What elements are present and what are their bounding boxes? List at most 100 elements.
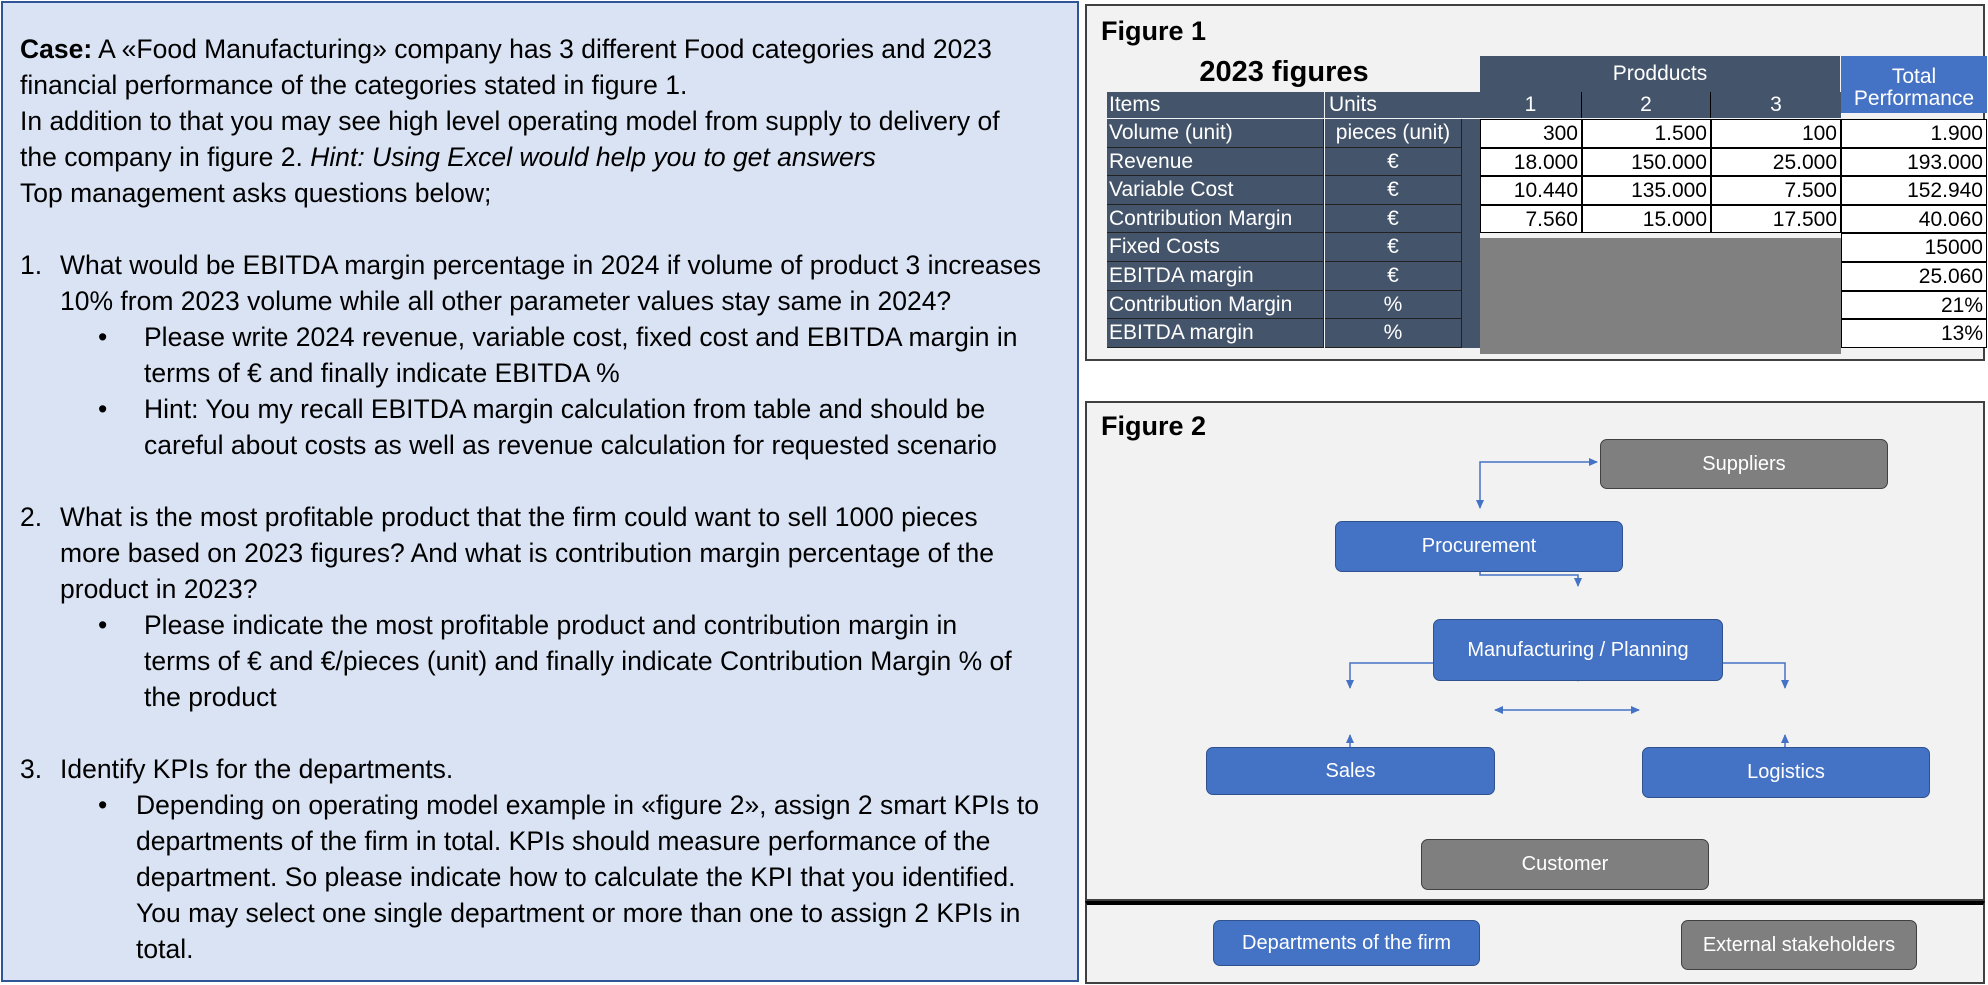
- cell-p1: 7.560: [1480, 204, 1582, 234]
- question-2-bullet-1: • Please indicate the most profitable pr…: [20, 607, 1070, 715]
- row-gap: [1462, 147, 1480, 177]
- case-line-2: financial performance of the categories …: [20, 70, 688, 100]
- cell-total: 1.900: [1841, 119, 1987, 148]
- question-line: Identify KPIs for the departments.: [60, 754, 454, 784]
- question-line: What would be EBITDA margin percentage i…: [60, 250, 1042, 280]
- figure-1-title: Figure 1: [1101, 16, 1207, 46]
- row-gap: [1462, 319, 1480, 348]
- cell-unit: €: [1325, 233, 1462, 262]
- bullet-line: the product: [144, 682, 277, 712]
- manufacturing-planning-node: Manufacturing / Planning: [1433, 619, 1723, 681]
- row-gap: [1462, 233, 1480, 262]
- cell-item: Revenue: [1107, 147, 1324, 177]
- suppliers-node: Suppliers: [1600, 439, 1888, 489]
- cell-unit: €: [1325, 176, 1462, 205]
- question-number: 2.: [20, 502, 43, 532]
- cell-item: EBITDA margin: [1107, 319, 1324, 348]
- row-gap: [1462, 176, 1480, 205]
- case-line-5: Top management asks questions below;: [20, 178, 492, 208]
- question-number: 3.: [20, 754, 43, 784]
- cell-item: Contribution Margin: [1107, 204, 1324, 234]
- question-1: 1. What would be EBITDA margin percentag…: [20, 247, 1070, 319]
- bullet-line: total.: [136, 934, 194, 964]
- cell-p3: 7.500: [1711, 176, 1841, 205]
- cell-unit: €: [1325, 204, 1462, 234]
- bullet-line: You may select one single department or …: [136, 898, 1021, 928]
- bullet-icon: •: [98, 322, 108, 352]
- col-units-header: Units: [1325, 92, 1462, 118]
- cell-p1: 10.440: [1480, 176, 1582, 205]
- row-gap: [1462, 204, 1480, 234]
- figure-2-box: Figure 2 Suppliers Procurement Manufactu…: [1085, 401, 1985, 901]
- cell-total: 193.000: [1841, 147, 1987, 177]
- question-1-bullet-2: • Hint: You my recall EBITDA margin calc…: [20, 391, 1070, 463]
- total-header-line-1: Total: [1841, 56, 1987, 88]
- case-line-4: the company in figure 2. Hint: Using Exc…: [20, 139, 1070, 175]
- col-product-2-header: 2: [1582, 92, 1711, 118]
- question-1-bullet-1: • Please write 2024 revenue, variable co…: [20, 319, 1070, 391]
- row-gap: [1462, 119, 1480, 148]
- question-line: product in 2023?: [60, 574, 258, 604]
- cell-p3: 17.500: [1711, 204, 1841, 234]
- empty-product-block: [1480, 238, 1841, 354]
- bullet-icon: •: [98, 394, 108, 424]
- cell-unit: €: [1325, 262, 1462, 291]
- cell-total: 21%: [1841, 290, 1987, 320]
- cell-unit: %: [1325, 319, 1462, 348]
- connector-procurement-suppliers: [1476, 458, 1598, 509]
- col-product-3-header: 3: [1711, 92, 1841, 118]
- col-items-header: Items: [1107, 92, 1324, 118]
- bullet-line: Please write 2024 revenue, variable cost…: [144, 322, 1018, 352]
- row-gap: [1462, 262, 1480, 291]
- cell-item: EBITDA margin: [1107, 262, 1324, 291]
- financial-table: 2023 figures Prodducts Total Performance…: [1107, 54, 1987, 356]
- cell-p2: 1.500: [1582, 119, 1711, 148]
- question-line: more based on 2023 figures? And what is …: [60, 538, 994, 568]
- table-title: 2023 figures: [1199, 56, 1369, 88]
- cell-unit: %: [1325, 290, 1462, 320]
- figure-2-title: Figure 2: [1101, 411, 1207, 441]
- bullet-line: Please indicate the most profitable prod…: [144, 610, 958, 640]
- case-line-3: In addition to that you may see high lev…: [20, 106, 1000, 136]
- bullet-icon: •: [98, 610, 108, 640]
- sales-node: Sales: [1206, 747, 1495, 795]
- question-2: 2. What is the most profitable product t…: [20, 499, 1070, 607]
- question-3: 3. Identify KPIs for the departments.: [20, 751, 1070, 787]
- excel-hint: Hint: Using Excel would help you to get …: [310, 142, 876, 172]
- cell-total: 15000: [1841, 233, 1987, 262]
- question-line: What is the most profitable product that…: [60, 502, 978, 532]
- bullet-icon: •: [98, 790, 108, 820]
- question-3-bullet-1: • Depending on operating model example i…: [20, 787, 1070, 967]
- bullet-line: Hint: You my recall EBITDA margin calcul…: [144, 394, 986, 424]
- cell-item: Fixed Costs: [1107, 233, 1324, 262]
- case-label: Case:: [20, 34, 93, 64]
- bullet-line: departments of the firm in total. KPIs s…: [136, 826, 991, 856]
- cell-item: Variable Cost: [1107, 176, 1324, 205]
- procurement-node: Procurement: [1335, 521, 1623, 572]
- case-text: Case: A «Food Manufacturing» company has…: [20, 31, 1070, 967]
- bullet-line: department. So please indicate how to ca…: [136, 862, 1016, 892]
- legend-external: External stakeholders: [1681, 920, 1917, 970]
- cell-total: 40.060: [1841, 204, 1987, 234]
- cell-p3: 25.000: [1711, 147, 1841, 177]
- cell-p2: 15.000: [1582, 204, 1711, 234]
- cell-total: 152.940: [1841, 176, 1987, 205]
- bullet-line: careful about costs as well as revenue c…: [144, 430, 997, 460]
- cell-item: Volume (unit): [1107, 119, 1324, 148]
- case-panel: Case: A «Food Manufacturing» company has…: [1, 1, 1079, 982]
- cell-p2: 150.000: [1582, 147, 1711, 177]
- bullet-line: terms of € and finally indicate EBITDA %: [144, 358, 620, 388]
- cell-p3: 100: [1711, 119, 1841, 148]
- row-gap: [1462, 290, 1480, 320]
- figure-1-box: Figure 1 2023 figures Prodducts Total Pe…: [1085, 4, 1987, 361]
- cell-total: 13%: [1841, 319, 1987, 348]
- customer-node: Customer: [1421, 839, 1709, 890]
- cell-p2: 135.000: [1582, 176, 1711, 205]
- cell-total: 25.060: [1841, 262, 1987, 291]
- header-gap: [1462, 92, 1480, 118]
- case-intro: Case: A «Food Manufacturing» company has…: [20, 31, 1070, 67]
- total-header-line-2: Performance: [1841, 86, 1987, 113]
- legend-box: Departments of the firm External stakeho…: [1085, 901, 1985, 984]
- cell-p1: 300: [1480, 119, 1582, 148]
- question-line: 10% from 2023 volume while all other par…: [60, 286, 952, 316]
